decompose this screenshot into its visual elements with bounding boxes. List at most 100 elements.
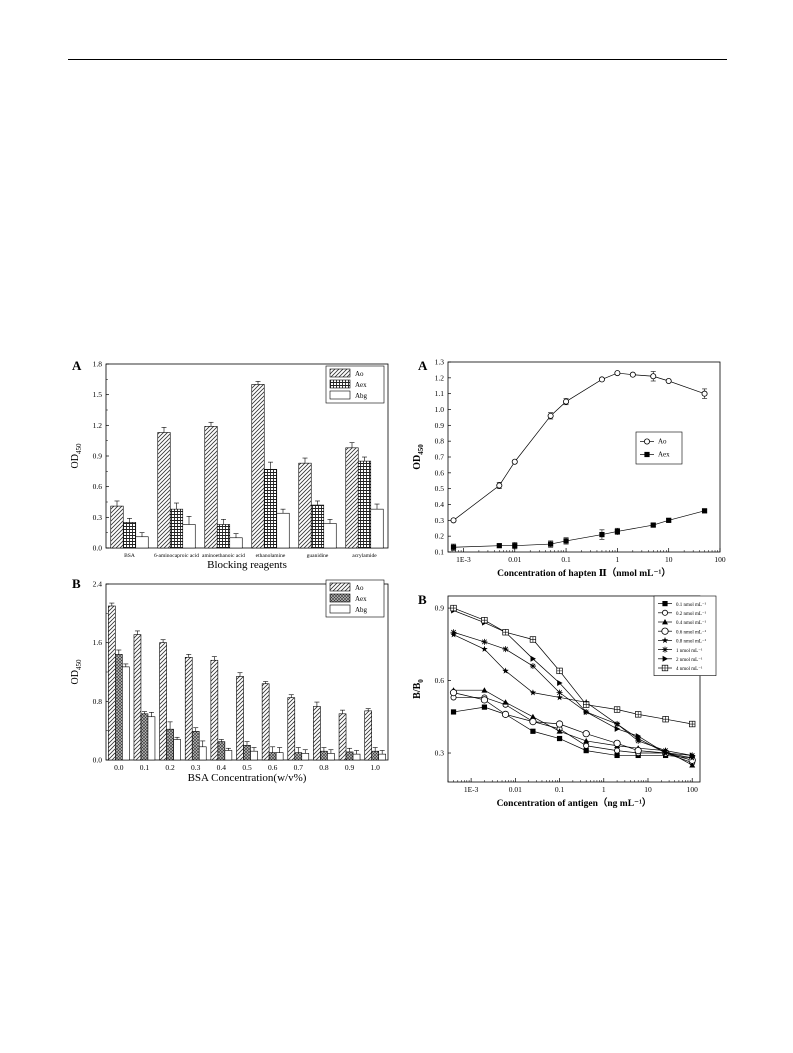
legend-swatch (329, 604, 351, 614)
y-tick-label: 0.8 (435, 437, 445, 446)
y-axis-label-main: OD (70, 670, 81, 684)
data-point (583, 708, 590, 715)
bar (345, 447, 359, 549)
bar (140, 713, 149, 761)
x-category-label: 0.1 (140, 763, 150, 772)
x-category-label: 0.6 (268, 763, 278, 772)
data-point-cross (530, 636, 536, 643)
bar (147, 716, 156, 761)
legend-label: 0.4 nmol mL⁻¹ (676, 620, 707, 626)
data-point-cross (635, 711, 641, 718)
chart-panel-bsa: 0.0 0.8 1.6 2.4 0.0 0.1 0.2 0.3 0.4 0.5 0.6 0.7 0.8 0… (60, 572, 400, 784)
bar (352, 753, 361, 761)
data-point (557, 679, 563, 686)
data-point (661, 637, 669, 644)
data-point (662, 619, 668, 625)
y-tick-label: 0.3 (435, 516, 445, 525)
x-tick-label: 0.01 (509, 785, 522, 794)
data-point (665, 377, 672, 384)
y-tick-label: 0.3 (435, 749, 445, 758)
y-tick-label: 1.2 (93, 421, 103, 430)
data-point (614, 725, 621, 732)
legend-swatch (329, 390, 351, 400)
x-tick-label: 0.1 (555, 785, 565, 794)
y-tick-label: 0.0 (93, 544, 103, 553)
x-category-label: BSA (124, 553, 135, 559)
data-point (450, 709, 457, 715)
series-line (453, 706, 693, 759)
x-category-label: acrylamide (352, 553, 377, 559)
legend-label: 0.6 nmol mL⁻¹ (676, 629, 707, 635)
x-tick-label: 1E-3 (456, 555, 471, 564)
data-point (481, 645, 488, 652)
data-point (661, 609, 668, 616)
bar (216, 524, 231, 549)
page-header-rule (68, 59, 727, 60)
legend-label: Ao (658, 438, 667, 446)
legend-label: Aex (658, 451, 670, 459)
data-point (599, 531, 605, 538)
data-point-cross (662, 665, 668, 671)
x-tick-label: 1E-3 (464, 785, 479, 794)
data-point (643, 438, 650, 445)
data-point (662, 716, 669, 723)
legend-label: 0.2 nmol mL⁻¹ (676, 611, 707, 617)
y-tick-label: 0.5 (435, 484, 445, 493)
y-tick-label: 0.6 (435, 468, 445, 477)
data-point (450, 517, 457, 524)
y-axis-label: B/B0 (412, 679, 425, 699)
x-tick-label: 1 (602, 785, 606, 794)
x-tick-label: 0.01 (508, 555, 521, 564)
legend-swatch (329, 379, 351, 389)
data-point (662, 655, 668, 662)
y-tick-label: 1.3 (435, 358, 445, 367)
data-point (650, 522, 656, 528)
data-point (556, 694, 563, 701)
data-point (689, 752, 696, 759)
data-point (666, 517, 672, 523)
y-tick-label: 0.4 (435, 500, 445, 509)
x-category-label: 6-aminocaproic acid (154, 553, 199, 559)
x-axis-label: BSA Concentration(w/v%) (188, 772, 307, 784)
data-point (450, 544, 457, 550)
data-point (501, 710, 510, 718)
y-axis-label-main: B/B (412, 682, 423, 698)
y-tick-label: 0.9 (435, 421, 445, 430)
y-tick-label: 2.4 (93, 580, 103, 589)
data-point (614, 721, 621, 728)
data-point (502, 699, 509, 705)
bar (122, 666, 130, 761)
data-point (449, 689, 458, 697)
panel-label: A (72, 358, 82, 373)
data-point (661, 627, 669, 635)
series-line (453, 697, 693, 764)
chart-blocking-reagents: 0.0 0.3 0.6 0.9 1.2 1.5 1.8 BSA 6-aminocaproic a… (70, 358, 389, 571)
y-tick-label: 1.0 (435, 405, 445, 414)
y-tick-label: 0.1 (435, 548, 445, 557)
bar (313, 706, 321, 761)
bar (345, 751, 354, 761)
bar (122, 522, 137, 549)
bar (251, 384, 265, 549)
data-point (613, 739, 621, 747)
data-point (583, 747, 589, 754)
data-point (529, 689, 537, 696)
chart-panel-antigen: 1E-3 0.01 0.1 1 10 100 0.3 0.6 0.9 0.1 nmol mL⁻¹ 0… (410, 586, 740, 818)
data-point (496, 482, 503, 489)
legend-label: 2 nmol mL⁻¹ (676, 657, 703, 663)
bar (364, 710, 372, 761)
data-point (613, 706, 621, 713)
x-category-label: 0.7 (294, 763, 304, 772)
y-axis-label: OD450 (70, 659, 83, 684)
x-tick-label: 0.1 (561, 555, 571, 564)
data-point-cross (450, 605, 457, 611)
data-point (547, 412, 554, 419)
legend-box (653, 595, 717, 676)
series-line (453, 631, 693, 756)
panel-label: A (418, 358, 428, 373)
y-tick-label: 1.8 (93, 360, 103, 369)
bar (275, 752, 284, 761)
bar (133, 634, 142, 761)
y-axis-label-sub: 0 (417, 679, 425, 683)
data-point (701, 390, 708, 397)
